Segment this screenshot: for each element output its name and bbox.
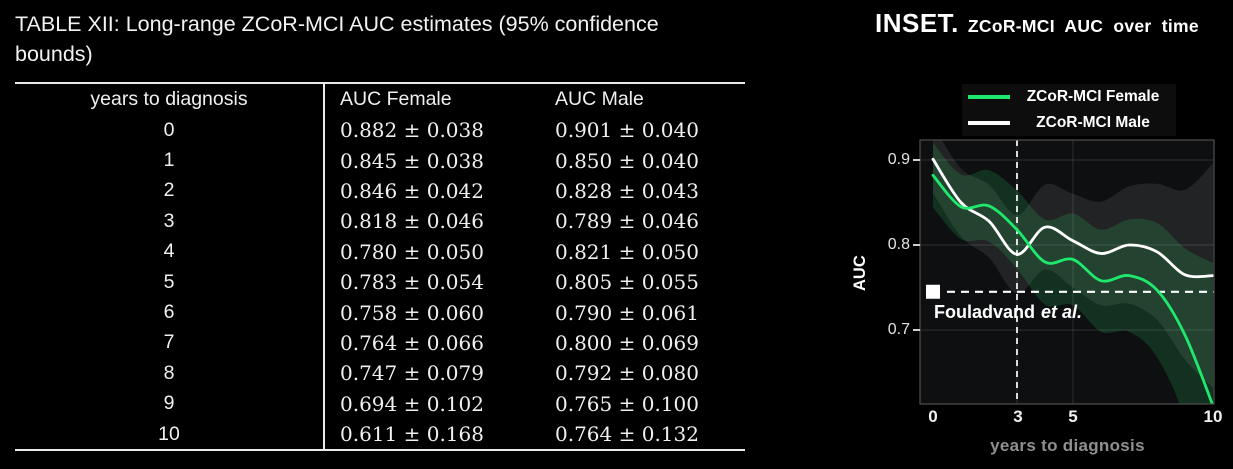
cell-years: 2 <box>15 175 325 207</box>
inset-title: INSET. ZCoR-MCI AUC over time <box>875 8 1199 39</box>
legend-item-male: ZCoR-MCI Male <box>962 111 1176 135</box>
cell-auc-female: 0.783 ± 0.054 <box>340 270 484 295</box>
table-row: 8 0.747 ± 0.079 0.792 ± 0.080 <box>15 358 745 389</box>
cell-years: 4 <box>15 236 325 267</box>
table-header-row: years to diagnosis AUC Female AUC Male <box>15 84 745 115</box>
table-row: 4 0.780 ± 0.050 0.821 ± 0.050 <box>15 236 745 267</box>
reference-annotation: Fouladvand et al. <box>934 302 1082 323</box>
table-row: 10 0.611 ± 0.168 0.764 ± 0.132 <box>15 418 745 450</box>
table-row: 1 0.845 ± 0.038 0.850 ± 0.040 <box>15 145 745 176</box>
cell-auc-male: 0.850 ± 0.040 <box>555 148 699 173</box>
table-row: 2 0.846 ± 0.042 0.828 ± 0.043 <box>15 175 745 207</box>
cell-auc-male: 0.901 ± 0.040 <box>555 118 699 143</box>
auc-table: years to diagnosis AUC Female AUC Male 0… <box>15 82 745 452</box>
cell-years: 0 <box>15 115 325 146</box>
x-tick-label: 0 <box>928 407 938 426</box>
legend-label-male: ZCoR-MCI Male <box>1036 114 1150 131</box>
cell-auc-female: 0.747 ± 0.079 <box>340 361 484 386</box>
table-caption-line1: TABLE XII: Long-range ZCoR-MCI AUC estim… <box>15 12 659 36</box>
col-header-years: years to diagnosis <box>15 84 325 115</box>
reference-etal: et al. <box>1041 302 1083 322</box>
cell-auc-female: 0.764 ± 0.066 <box>340 330 484 355</box>
table-row: 9 0.694 ± 0.102 0.765 ± 0.100 <box>15 388 745 419</box>
y-axis-label: AUC <box>851 255 869 291</box>
inset-title-sub: ZCoR-MCI AUC over time <box>967 16 1199 36</box>
table-body: 0 0.882 ± 0.038 0.901 ± 0.040 1 0.845 ± … <box>15 115 745 450</box>
cell-auc-female: 0.846 ± 0.042 <box>340 178 484 203</box>
cell-auc-male: 0.764 ± 0.132 <box>555 422 699 447</box>
cell-auc-female: 0.845 ± 0.038 <box>340 148 484 173</box>
table-row: 6 0.758 ± 0.060 0.790 ± 0.061 <box>15 297 745 328</box>
legend-item-female: ZCoR-MCI Female <box>962 85 1176 109</box>
legend-label-female: ZCoR-MCI Female <box>1026 88 1160 105</box>
y-tick-label: 0.7 <box>887 321 910 338</box>
x-axis-label: years to diagnosis <box>990 436 1145 455</box>
cell-years: 5 <box>15 266 325 298</box>
table-caption: TABLE XII: Long-range ZCoR-MCI AUC estim… <box>15 9 773 69</box>
y-tick-label: 0.9 <box>887 151 910 168</box>
table-row: 3 0.818 ± 0.046 0.789 ± 0.046 <box>15 206 745 237</box>
cell-years: 8 <box>15 358 325 389</box>
col-header-auc-female: AUC Female <box>340 88 452 110</box>
cell-auc-female: 0.758 ± 0.060 <box>340 300 484 325</box>
cell-auc-male: 0.828 ± 0.043 <box>555 178 699 203</box>
cell-auc-male: 0.789 ± 0.046 <box>555 209 699 234</box>
cell-years: 7 <box>15 327 325 359</box>
x-tick-label: 10 <box>1203 407 1223 426</box>
x-tick-label: 5 <box>1068 407 1078 426</box>
cell-auc-female: 0.694 ± 0.102 <box>340 391 484 416</box>
cell-years: 6 <box>15 297 325 328</box>
cell-auc-female: 0.882 ± 0.038 <box>340 118 484 143</box>
col-header-auc-male: AUC Male <box>555 88 644 110</box>
male-line-swatch <box>968 121 1010 125</box>
inset-title-main: INSET. <box>875 8 959 38</box>
cell-years: 9 <box>15 388 325 419</box>
y-tick-label: 0.8 <box>887 236 910 253</box>
cell-auc-male: 0.790 ± 0.061 <box>555 300 699 325</box>
x-tick-label: 3 <box>1013 407 1023 426</box>
cell-years: 10 <box>15 418 325 450</box>
cell-auc-female: 0.780 ± 0.050 <box>340 239 484 264</box>
cell-auc-male: 0.765 ± 0.100 <box>555 391 699 416</box>
auc-line-chart <box>908 136 1228 408</box>
cell-auc-male: 0.800 ± 0.069 <box>555 330 699 355</box>
table-row: 5 0.783 ± 0.054 0.805 ± 0.055 <box>15 266 745 298</box>
female-line-swatch <box>968 95 1010 99</box>
cell-auc-male: 0.792 ± 0.080 <box>555 361 699 386</box>
reference-name: Fouladvand <box>934 302 1036 322</box>
table-row: 7 0.764 ± 0.066 0.800 ± 0.069 <box>15 327 745 359</box>
table-row: 0 0.882 ± 0.038 0.901 ± 0.040 <box>15 115 745 146</box>
cell-years: 1 <box>15 145 325 176</box>
cell-auc-female: 0.611 ± 0.168 <box>340 422 484 447</box>
cell-auc-female: 0.818 ± 0.046 <box>340 209 484 234</box>
table-caption-line2: bounds) <box>15 42 93 66</box>
chart-legend: ZCoR-MCI Female ZCoR-MCI Male <box>962 84 1176 136</box>
cell-years: 3 <box>15 206 325 237</box>
cell-auc-male: 0.805 ± 0.055 <box>555 270 699 295</box>
cell-auc-male: 0.821 ± 0.050 <box>555 239 699 264</box>
